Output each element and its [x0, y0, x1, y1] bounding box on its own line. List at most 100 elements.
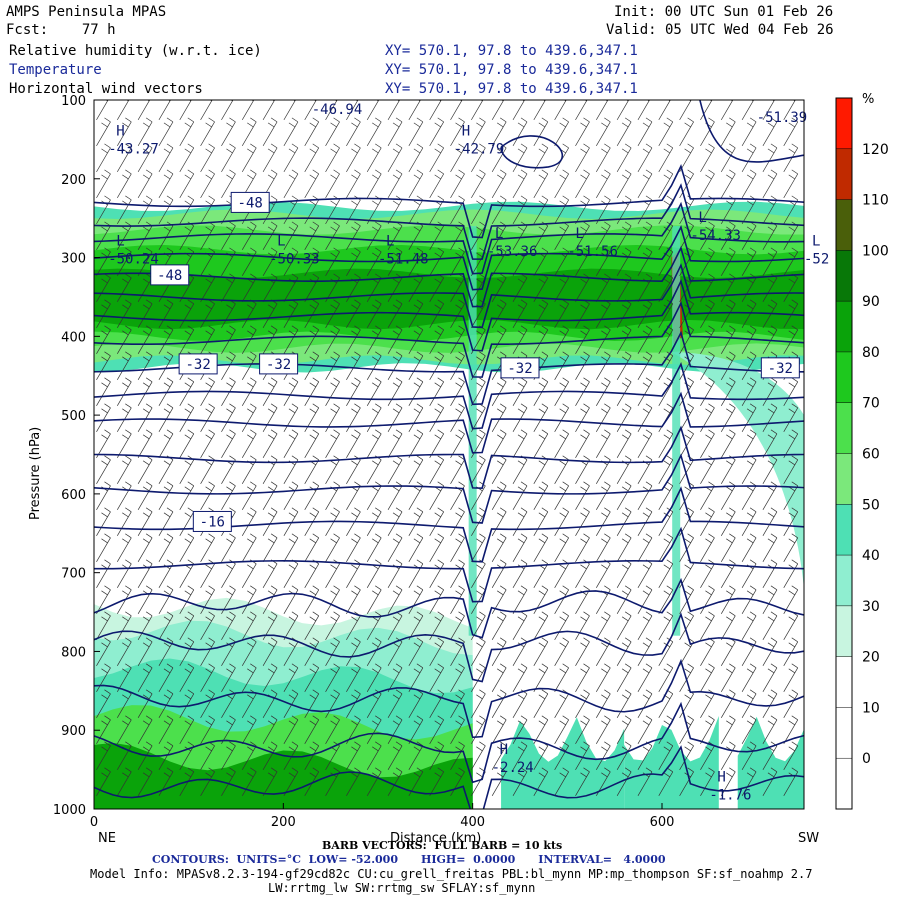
- wind-barb: [262, 559, 278, 588]
- wind-barb-feather: [642, 616, 650, 622]
- wind-barb: [491, 689, 507, 718]
- wind-barb-feather: [746, 590, 754, 596]
- wind-barb-feather: [517, 772, 525, 778]
- wind-barb-feather: [163, 382, 171, 388]
- wind-barb-shaft: [262, 277, 278, 303]
- wind-barb: [450, 585, 465, 614]
- wind-barb-feather: [309, 642, 316, 648]
- wind-barb: [179, 169, 195, 199]
- wind-barb-feather: [333, 143, 340, 149]
- wind-barb-shaft: [720, 355, 736, 381]
- wind-barb: [450, 377, 465, 407]
- y-tick-label: 500: [61, 409, 86, 424]
- wind-barb-feather: [309, 564, 316, 570]
- wind-barb-feather: [226, 590, 233, 596]
- wind-barb-feather: [458, 689, 465, 695]
- wind-barb-shaft: [783, 433, 799, 459]
- wind-barb-feather: [413, 226, 421, 232]
- wind-barb: [137, 377, 153, 407]
- wind-barb-feather: [145, 481, 153, 487]
- wind-barb-shaft: [96, 641, 111, 666]
- wind-barb-feather: [562, 481, 569, 487]
- wind-barb-feather: [559, 668, 566, 674]
- wind-barb-shaft: [512, 303, 528, 329]
- wind-barb-feather: [354, 637, 361, 643]
- wind-barb-feather: [226, 382, 233, 388]
- wind-barb-feather: [788, 408, 795, 414]
- wind-barb-shaft: [533, 693, 549, 718]
- wind-barb-shaft: [408, 199, 424, 225]
- wind-barb-feather: [624, 221, 632, 227]
- wind-barb-feather: [125, 663, 132, 669]
- wind-barb-feather: [604, 585, 611, 591]
- wind-barb-shaft: [575, 173, 590, 199]
- wind-barb: [616, 221, 632, 251]
- wind-barb-feather: [479, 143, 486, 149]
- wind-barb-shaft: [575, 225, 590, 251]
- wind-barb-feather: [458, 611, 465, 617]
- wind-barb-feather: [621, 720, 629, 726]
- wind-barb-shaft: [200, 303, 215, 329]
- wind-barb-feather: [583, 325, 590, 331]
- wind-barb-shaft: [96, 251, 111, 277]
- wind-barb-feather: [496, 200, 504, 206]
- wind-barb-shaft: [450, 745, 465, 770]
- wind-barb-feather: [767, 122, 775, 128]
- wind-barb-shaft: [346, 277, 361, 303]
- wind-barb-feather: [520, 299, 528, 305]
- wind-barb-feather: [166, 611, 174, 617]
- wind-barb-feather: [437, 611, 444, 617]
- wind-barb: [158, 169, 174, 199]
- wind-barb: [429, 92, 444, 121]
- wind-barb-shaft: [116, 329, 132, 355]
- wind-barb-feather: [187, 299, 194, 305]
- wind-barb-feather: [517, 694, 525, 700]
- wind-barb: [158, 533, 174, 562]
- wind-barb-shaft: [241, 745, 257, 770]
- wind-barb-shaft: [262, 589, 278, 614]
- wind-barb: [346, 559, 361, 588]
- wind-barb: [596, 377, 611, 407]
- wind-barb: [325, 637, 340, 666]
- wind-barb-feather: [580, 356, 587, 362]
- wind-barb-feather: [163, 642, 171, 648]
- wind-barb: [304, 559, 320, 588]
- wind-barb-feather: [104, 325, 111, 331]
- wind-barb-feather: [166, 481, 174, 487]
- wind-barb-feather: [705, 538, 712, 544]
- wind-barb-feather: [601, 408, 608, 414]
- wind-barb-feather: [438, 92, 444, 96]
- wind-barb-shaft: [741, 771, 757, 796]
- wind-barb-feather: [416, 455, 424, 461]
- wind-barb-feather: [270, 585, 278, 591]
- wind-barb: [533, 481, 549, 511]
- wind-barb-feather: [788, 252, 795, 258]
- wind-barb-feather: [559, 564, 566, 570]
- wind-barb-shaft: [283, 121, 299, 147]
- wind-barb-shaft: [554, 589, 569, 614]
- wind-barb-shaft: [429, 100, 442, 121]
- wind-barb-feather: [601, 330, 608, 336]
- field-xy-temperature: XY= 570.1, 97.8 to 439.6,347.1: [385, 62, 638, 78]
- wind-barb-feather: [767, 512, 775, 518]
- wind-barb-shaft: [262, 407, 278, 433]
- temperature-contour: [94, 453, 804, 524]
- wind-barb-feather: [351, 356, 358, 362]
- wind-barb: [762, 299, 778, 329]
- wind-barb: [658, 247, 674, 277]
- wind-barb-shaft: [533, 121, 549, 147]
- wind-barb-shaft: [471, 745, 486, 770]
- wind-barb: [137, 637, 153, 666]
- wind-barb: [262, 221, 278, 251]
- wind-barb: [700, 533, 715, 562]
- wind-barb-feather: [624, 715, 632, 721]
- wind-barb-feather: [205, 590, 212, 596]
- wind-barb-feather: [437, 533, 444, 539]
- wind-barb-shaft: [720, 407, 736, 433]
- wind-barb-feather: [791, 715, 798, 721]
- wind-barb-shaft: [137, 277, 153, 303]
- wind-barb-feather: [166, 325, 174, 331]
- wind-barb-feather: [292, 92, 298, 96]
- wind-barb: [116, 325, 132, 355]
- wind-barb-feather: [333, 689, 340, 695]
